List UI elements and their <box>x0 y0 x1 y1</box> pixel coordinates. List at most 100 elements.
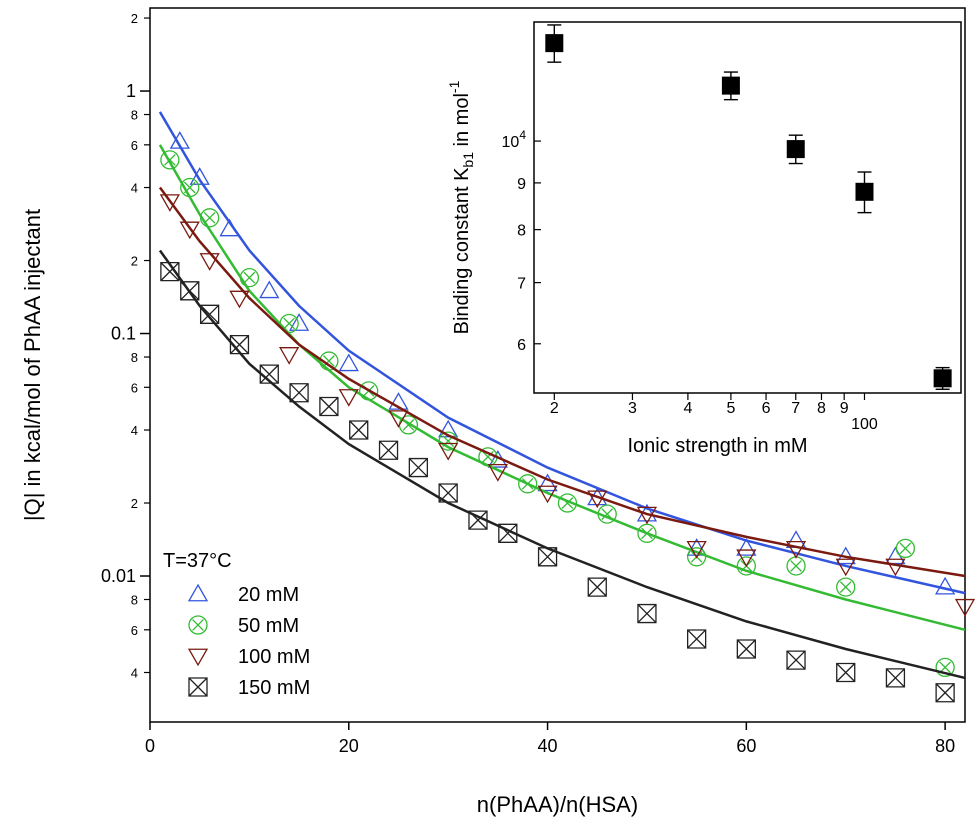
inset-data-point <box>545 34 564 53</box>
y-major-tick-label: 0.01 <box>101 566 136 586</box>
inset-y-tick-label: 7 <box>517 276 526 293</box>
data-point-100-mM <box>159 194 180 212</box>
data-point-150-mM <box>498 523 518 543</box>
data-point-50-mM <box>637 523 657 543</box>
data-point-100-mM <box>199 253 220 271</box>
inset-y-tick-label: 104 <box>502 128 527 151</box>
series-100-mM <box>158 186 976 617</box>
y-minor-tick-label: 2 <box>131 11 138 26</box>
main-plot-frame <box>149 7 966 723</box>
data-point-50-mM <box>597 504 617 524</box>
legend-marker <box>187 583 209 602</box>
legend-marker <box>187 648 209 667</box>
data-point-150-mM <box>319 396 339 417</box>
y-minor-tick-label: 4 <box>131 181 138 196</box>
x-tick-label: 0 <box>145 736 155 756</box>
legend-title: T=37°C <box>163 550 232 572</box>
data-point-150-mM <box>180 281 200 301</box>
data-point-20-mM <box>935 576 956 595</box>
y-minor-tick-label: 6 <box>131 380 138 395</box>
data-point-100-mM <box>179 221 200 240</box>
series-150-mM <box>158 249 966 703</box>
fit-line-150-mM <box>158 249 966 680</box>
data-point-100-mM <box>229 290 250 309</box>
data-point-20-mM <box>219 218 240 237</box>
data-point-150-mM <box>935 683 955 703</box>
legend-label: 100 mM <box>238 646 310 668</box>
y-minor-tick-label: 6 <box>131 623 138 638</box>
data-point-20-mM <box>288 313 310 331</box>
data-point-150-mM <box>537 547 558 567</box>
data-point-100-mM <box>835 558 856 577</box>
data-point-100-mM <box>388 410 409 428</box>
data-point-20-mM <box>338 353 359 372</box>
data-point-50-mM <box>199 208 220 228</box>
fit-line-50-mM <box>158 144 966 632</box>
data-point-20-mM <box>537 473 558 492</box>
data-point-100-mM <box>438 442 459 461</box>
inset-y-tick-label: 8 <box>517 223 526 240</box>
data-point-50-mM <box>518 474 538 494</box>
y-major-tick-label: 1 <box>126 81 136 101</box>
y-axis-title: |Q| in kcal/mol of PhAA injectant <box>20 209 45 521</box>
inset-y-tick-label: 9 <box>517 176 526 193</box>
data-point-20-mM <box>189 167 210 185</box>
data-point-50-mM <box>160 150 180 170</box>
data-point-20-mM <box>259 280 280 299</box>
y-minor-tick-label: 2 <box>131 496 138 511</box>
data-point-20-mM <box>169 131 190 149</box>
data-point-100-mM <box>537 485 558 504</box>
data-point-150-mM <box>836 662 856 683</box>
data-point-50-mM <box>180 177 200 198</box>
data-point-100-mM <box>487 464 508 482</box>
data-point-20-mM <box>885 546 906 565</box>
data-point-150-mM <box>468 510 488 530</box>
legend: T=37°C 20 mM 50 mM 100 mM 150 mM <box>163 550 310 699</box>
x-tick-label: 20 <box>339 736 359 756</box>
data-point-20-mM <box>587 487 608 506</box>
data-point-100-mM <box>338 389 359 407</box>
data-point-50-mM <box>239 267 260 288</box>
data-point-100-mM <box>954 598 976 617</box>
data-point-100-mM <box>885 558 906 577</box>
series-50-mM <box>158 144 966 678</box>
data-point-20-mM <box>736 538 757 556</box>
data-point-150-mM <box>289 383 309 403</box>
data-point-150-mM <box>438 483 458 503</box>
inset-x-tick-label: 4 <box>683 400 692 417</box>
inset-x-tick-label: 9 <box>840 400 849 417</box>
data-point-50-mM <box>319 351 339 371</box>
data-point-50-mM <box>398 415 419 435</box>
inset-x-tick-label: 6 <box>762 400 771 417</box>
y-minor-tick-label: 8 <box>131 108 138 123</box>
inset-x-tick-label: 3 <box>628 400 637 417</box>
y-major-tick-label: 0.1 <box>111 324 136 344</box>
inset-x-axis-title: Ionic strength in mM <box>627 435 807 457</box>
data-point-100-mM <box>636 506 658 525</box>
data-point-150-mM <box>587 577 607 597</box>
y-minor-tick-label: 6 <box>131 138 138 153</box>
data-point-150-mM <box>637 603 657 624</box>
inset-x-tick-label: 7 <box>791 400 800 417</box>
y-minor-tick-label: 8 <box>131 350 138 365</box>
inset-data-point <box>855 182 874 201</box>
inset-x-tick-label: 5 <box>726 400 735 417</box>
legend-label: 50 mM <box>238 615 299 637</box>
data-point-100-mM <box>279 347 300 365</box>
data-point-100-mM <box>785 540 807 559</box>
data-point-50-mM <box>836 577 856 597</box>
data-point-20-mM <box>388 392 409 410</box>
inset-data-point <box>786 140 805 159</box>
data-point-50-mM <box>786 556 806 576</box>
main-plot: 0 20 40 60 80 1 0.1 0.01 2 8 6 4 2 8 6 4 2 8 6 4 n(PhAA)/n(H… <box>20 7 976 817</box>
data-point-150-mM <box>378 440 399 460</box>
legend-label: 150 mM <box>238 677 310 699</box>
data-point-150-mM <box>349 420 369 440</box>
data-point-150-mM <box>229 334 250 355</box>
inset-data-point <box>933 369 952 388</box>
x-axis-title: n(PhAA)/n(HSA) <box>477 792 638 817</box>
inset-y-tick-label: 6 <box>517 337 526 354</box>
x-tick-label: 40 <box>538 736 558 756</box>
